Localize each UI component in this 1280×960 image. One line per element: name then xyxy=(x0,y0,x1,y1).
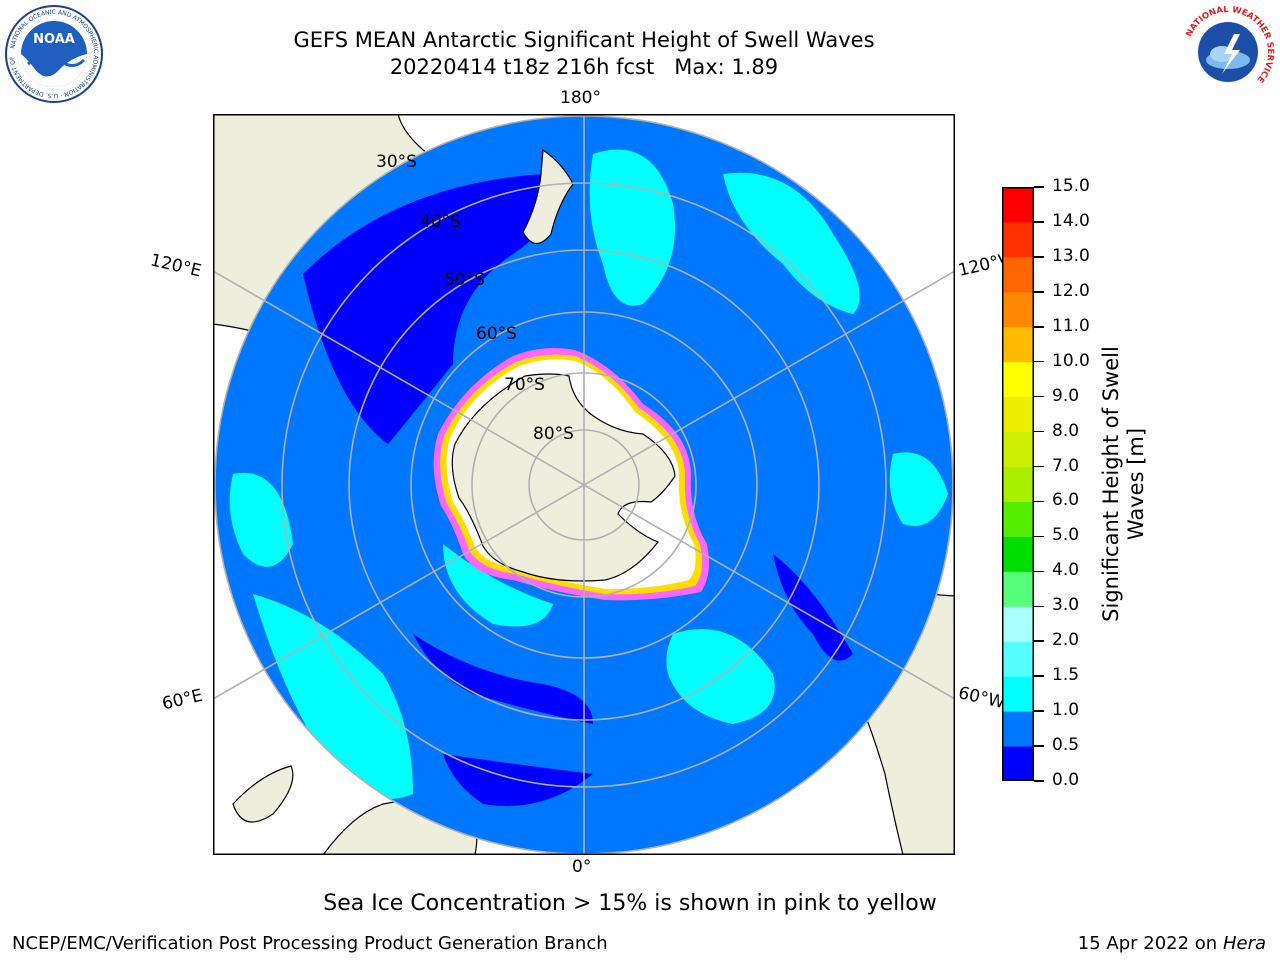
colorbar-segment xyxy=(1002,326,1034,363)
colorbar-tick-mark xyxy=(1034,570,1044,573)
colorbar-segment xyxy=(1002,746,1034,781)
colorbar-tick-label: 8.0 xyxy=(1052,420,1080,441)
colorbar xyxy=(1002,187,1034,781)
map-frame-border xyxy=(213,114,955,855)
colorbar-tick-label: 11.0 xyxy=(1052,315,1090,336)
footer-credit: NCEP/EMC/Verification Post Processing Pr… xyxy=(12,933,608,954)
colorbar-tick-label: 7.0 xyxy=(1052,455,1080,476)
colorbar-tick-label: 12.0 xyxy=(1052,280,1090,301)
polar-map xyxy=(213,114,955,855)
colorbar-tick-label: 1.0 xyxy=(1052,700,1080,721)
colorbar-tick-mark xyxy=(1034,780,1044,782)
chart-subtitle: 20220414 t18z 216h fcst Max: 1.89 xyxy=(389,55,779,79)
nws-logo: NATIONAL WEATHER SERVICE xyxy=(1182,5,1275,98)
lon-label-120W: 120°W xyxy=(956,251,1006,281)
colorbar-segment xyxy=(1002,431,1034,468)
colorbar-segment xyxy=(1002,466,1034,502)
colorbar-segment xyxy=(1002,676,1034,712)
colorbar-segment xyxy=(1002,187,1034,223)
footer-host: Hera xyxy=(1222,933,1266,954)
colorbar-tick-mark xyxy=(1034,326,1044,328)
colorbar-segment xyxy=(1002,256,1034,293)
lon-label-60E: 60°E xyxy=(160,685,205,715)
colorbar-label: Significant Height of Swell Waves [m] xyxy=(1099,319,1149,649)
colorbar-tick-mark xyxy=(1034,221,1044,223)
colorbar-tick-mark xyxy=(1034,360,1044,363)
swell-band-0-0.5 xyxy=(773,554,853,661)
swell-band-1.0-1.5 xyxy=(229,472,293,567)
lat-label-80S: 80°S xyxy=(533,424,574,444)
colorbar-tick-label: 14.0 xyxy=(1052,210,1090,231)
colorbar-segment xyxy=(1002,396,1034,433)
colorbar-tick-label: 3.0 xyxy=(1052,595,1080,616)
colorbar-tick-mark xyxy=(1034,675,1044,677)
colorbar-tick-label: 1.5 xyxy=(1052,665,1080,686)
colorbar-tick-label: 9.0 xyxy=(1052,385,1080,406)
colorbar-tick-label: 2.0 xyxy=(1052,630,1080,651)
colorbar-segment xyxy=(1002,291,1034,328)
antarctica xyxy=(433,348,709,601)
colorbar-label-line2: Waves [m] xyxy=(1124,427,1148,541)
sea-ice-note: Sea Ice Concentration > 15% is shown in … xyxy=(323,891,937,916)
colorbar-label-line1: Significant Height of Swell xyxy=(1099,346,1123,622)
colorbar-tick-label: 10.0 xyxy=(1052,350,1090,371)
lon-label-0: 0° xyxy=(572,857,592,877)
swell-band-1.0-1.5 xyxy=(589,149,675,306)
colorbar-tick-label: 15.0 xyxy=(1052,176,1090,196)
colorbar-tick-mark xyxy=(1034,291,1044,293)
footer-date: 15 Apr 2022 on Hera xyxy=(1078,933,1266,954)
lat-label-70S: 70°S xyxy=(504,375,545,395)
colorbar-border xyxy=(1002,187,1034,781)
swell-band-1.0-1.5 xyxy=(889,452,948,526)
colorbar-tick-mark xyxy=(1034,745,1044,747)
colorbar-segment xyxy=(1002,711,1034,747)
lat-label-40S: 40°S xyxy=(420,212,461,232)
colorbar-tick-label: 0.5 xyxy=(1052,735,1080,756)
colorbar-tick-mark xyxy=(1034,186,1044,188)
colorbar-tick-label: 0.0 xyxy=(1052,770,1080,790)
new-zealand xyxy=(522,148,574,245)
lon-label-180: 180° xyxy=(560,88,601,108)
swell-band-1.0-1.5 xyxy=(443,544,553,627)
colorbar-tick-mark xyxy=(1034,430,1044,433)
noaa-logo: NATIONAL OCEANIC AND ATMOSPHERIC ADMINIS… xyxy=(4,4,103,103)
colorbar-segment xyxy=(1002,501,1034,537)
colorbar-tick-mark xyxy=(1034,500,1044,503)
noaa-logo-text: NOAA xyxy=(33,32,75,47)
colorbar-tick-mark xyxy=(1034,465,1044,468)
colorbar-segment xyxy=(1002,571,1034,607)
colorbar-segment xyxy=(1002,361,1034,398)
lat-label-30S: 30°S xyxy=(376,152,417,172)
colorbar-tick-mark xyxy=(1034,256,1044,258)
colorbar-tick-mark xyxy=(1034,395,1044,398)
colorbar-segment xyxy=(1002,536,1034,572)
lat-label-50S: 50°S xyxy=(444,270,485,290)
colorbar-tick-label: 4.0 xyxy=(1052,560,1080,581)
colorbar-tick-label: 5.0 xyxy=(1052,525,1080,546)
colorbar-tick-mark xyxy=(1034,535,1044,538)
swell-band-1.0-1.5 xyxy=(253,594,413,799)
colorbar-tick-label: 13.0 xyxy=(1052,245,1090,266)
swell-band-0-0.5 xyxy=(413,634,593,724)
colorbar-tick-mark xyxy=(1034,640,1044,642)
colorbar-tick-mark xyxy=(1034,710,1044,712)
lon-label-120E: 120°E xyxy=(148,250,204,282)
colorbar-segment xyxy=(1002,641,1034,677)
swell-band-1.0-1.5 xyxy=(723,172,860,314)
chart-title: GEFS MEAN Antarctic Significant Height o… xyxy=(293,28,875,52)
lon-label-60W: 60°W xyxy=(956,683,1006,713)
colorbar-segment xyxy=(1002,606,1034,642)
colorbar-segment xyxy=(1002,221,1034,258)
footer-date-text: 15 Apr 2022 on xyxy=(1077,933,1223,954)
lat-label-60S: 60°S xyxy=(476,324,517,344)
colorbar-tick-label: 6.0 xyxy=(1052,490,1080,511)
colorbar-tick-mark xyxy=(1034,605,1044,608)
